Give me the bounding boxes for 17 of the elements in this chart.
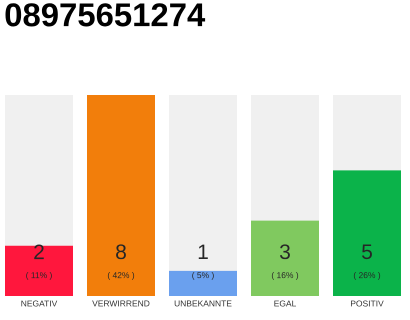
annotation: ( 5% ) [192, 272, 214, 280]
annotation: ( 16% ) [272, 272, 298, 280]
annotation: ( 11% ) [26, 272, 52, 280]
x-tick-label: EGAL [274, 300, 296, 307]
chart-title: 08975651274 [5, 3, 206, 26]
data-label: 1 [198, 244, 208, 259]
bar [169, 270, 238, 296]
annotation: ( 42% ) [108, 272, 134, 280]
x-tick-label: VERWIRREND [92, 300, 150, 306]
x-tick-label: UNBEKANNTE [174, 300, 232, 306]
data-label: 5 [362, 244, 372, 260]
x-tick-label: POSITIV [350, 300, 384, 307]
annotation: ( 26% ) [354, 272, 380, 280]
x-tick-label: NEGATIV [21, 300, 58, 307]
data-label: 2 [34, 244, 44, 260]
data-label: 3 [280, 244, 290, 260]
data-label: 8 [116, 244, 126, 260]
